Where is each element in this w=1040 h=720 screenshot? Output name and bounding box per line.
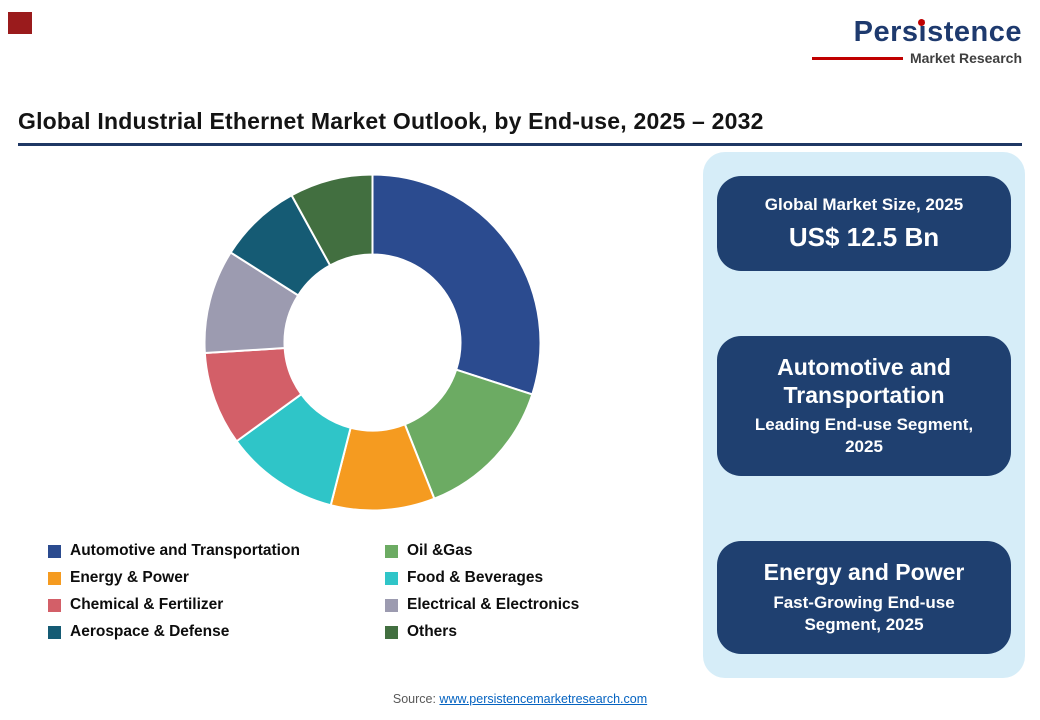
legend-label: Chemical & Fertilizer: [70, 596, 224, 613]
source-line: Source: www.persistencemarketresearch.co…: [0, 692, 1040, 706]
brand-subtitle-row: Market Research: [812, 50, 1022, 66]
source-link[interactable]: www.persistencemarketresearch.com: [439, 692, 648, 706]
legend-label: Others: [407, 623, 457, 640]
corner-accent-square: [8, 12, 32, 34]
legend-label: Electrical & Electronics: [407, 596, 580, 613]
legend-swatch: [48, 544, 61, 558]
brand-red-rule: [812, 56, 903, 60]
fast-growing-segment-card: Energy and Power Fast-Growing End-use Se…: [717, 541, 1011, 654]
donut-segment: [371, 173, 542, 396]
legend-swatch: [48, 625, 61, 639]
legend-label: Energy & Power: [70, 569, 189, 586]
leading-segment-card-subtitle: Leading End-use Segment, 2025: [754, 415, 974, 457]
market-size-card: Global Market Size, 2025 US$ 12.5 Bn: [717, 176, 1011, 272]
legend-item: Chemical & Fertilizer: [48, 596, 385, 614]
legend-swatch: [385, 625, 398, 639]
legend-item: Food & Beverages: [385, 569, 673, 587]
brand-name-text: Persistence: [853, 16, 1022, 48]
legend-item: Electrical & Electronics: [385, 596, 673, 614]
legend-item: Others: [385, 623, 673, 641]
leading-segment-card: Automotive and Transportation Leading En…: [717, 335, 1011, 477]
donut-chart: [203, 173, 542, 512]
leading-segment-card-title: Automotive and Transportation: [777, 353, 951, 408]
legend-label: Automotive and Transportation: [70, 542, 300, 559]
donut-segment: [290, 173, 374, 267]
fast-growing-segment-card-title: Energy and Power: [763, 559, 965, 586]
source-label: Source:: [392, 692, 440, 706]
legend-swatch: [385, 598, 398, 612]
legend-swatch: [48, 598, 61, 612]
brand-logo: Persistence Market Research: [812, 16, 1022, 66]
title-underline: [18, 143, 1022, 146]
chart-legend: Automotive and Transportation Oil &Gas Ene…: [48, 542, 673, 641]
market-size-card-title: Global Market Size, 2025: [764, 195, 964, 214]
page-title: Global Industrial Ethernet Market Outloo…: [18, 108, 764, 134]
legend-swatch: [385, 544, 398, 558]
legend-label: Oil &Gas: [407, 542, 473, 559]
legend-swatch: [48, 571, 61, 585]
legend-item: Energy & Power: [48, 569, 385, 587]
title-block: Global Industrial Ethernet Market Outloo…: [18, 108, 1022, 146]
legend-item: Aerospace & Defense: [48, 623, 385, 641]
legend-item: Automotive and Transportation: [48, 542, 385, 560]
legend-item: Oil &Gas: [385, 542, 673, 560]
brand-i-dot-icon: [917, 19, 925, 26]
brand-name: Persistence: [854, 16, 1022, 49]
brand-subtitle: Market Research: [909, 50, 1022, 66]
fast-growing-segment-card-subtitle: Fast-Growing End-use Segment, 2025: [773, 592, 955, 634]
legend-label: Food & Beverages: [407, 569, 544, 586]
legend-swatch: [385, 571, 398, 585]
legend-label: Aerospace & Defense: [70, 623, 230, 640]
market-size-card-value: US$ 12.5 Bn: [788, 222, 940, 253]
highlights-panel: Global Market Size, 2025 US$ 12.5 Bn Aut…: [703, 152, 1025, 678]
